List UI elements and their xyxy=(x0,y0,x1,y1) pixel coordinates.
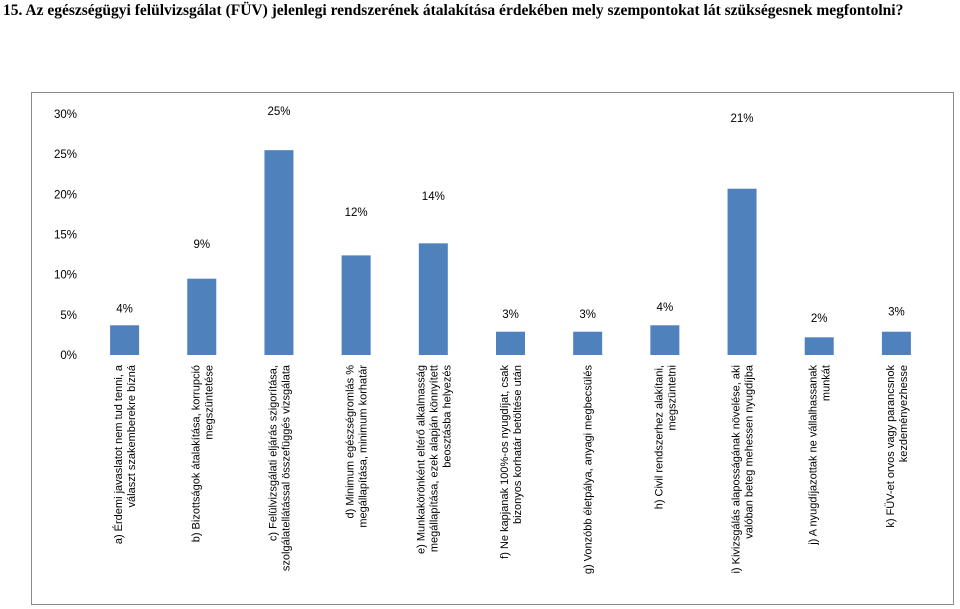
y-tick-label: 15% xyxy=(54,230,77,242)
category-label-line: a) Érdemi javaslatot nem tud tenni, a xyxy=(112,364,125,544)
y-axis: 0% 5% 10% 15% 20% 25% 30% xyxy=(54,109,77,362)
bar xyxy=(727,188,757,355)
category-label: j) A nyugdíjazottak ne vállalhassanak mun… xyxy=(808,365,833,546)
data-label: 25% xyxy=(267,106,290,118)
page-title: 15. Az egészségügyi felülvizsgálat (FÜV)… xyxy=(3,2,904,19)
category-label: b) Bizottságok átalakítása, korrupció meg… xyxy=(190,365,215,542)
data-label: 4% xyxy=(116,303,133,315)
bar xyxy=(264,150,294,355)
y-tick-label: 30% xyxy=(54,109,77,121)
bar xyxy=(650,325,680,355)
category-label-line: c) Felülvizsgálati eljárás szigorítása, xyxy=(267,365,279,541)
category-label-line: megállapítása, ezek alapján könnyített xyxy=(428,365,440,552)
y-tick-label: 20% xyxy=(54,189,77,201)
category-label: c) Felülvizsgálati eljárás szigorítása, s… xyxy=(267,364,292,571)
category-label-line: megállapítása, minimum korhatár xyxy=(358,365,370,528)
bar xyxy=(804,337,834,355)
category-label-line: d) Minimum egészségromlás % xyxy=(345,365,357,519)
data-label: 3% xyxy=(579,309,596,321)
data-label: 2% xyxy=(811,313,828,325)
category-label-line: e) Munkakörönként eltérő alkalmasság xyxy=(415,365,427,554)
chart-area: 0% 5% 10% 15% 20% 25% 30% 4% 9% 25% 12% 14% 3% 3% 4% 2… xyxy=(31,92,954,605)
data-labels: 4% 9% 25% 12% 14% 3% 3% 4% 21% 2% 3% xyxy=(116,106,904,325)
category-label-line: g) Vonzóbb életpálya, anyagi megbecsülés xyxy=(583,365,595,575)
category-labels: a) Érdemi javaslatot nem tud tenni, a vál… xyxy=(112,364,910,574)
bar xyxy=(418,243,448,355)
category-label: f) Ne kapjanak 100%-os nyugdíjat, csak bi… xyxy=(499,365,524,559)
category-label: a) Érdemi javaslatot nem tud tenni, a vál… xyxy=(112,364,138,544)
bar xyxy=(187,278,217,355)
category-label: e) Munkakörönként eltérő alkalmasság megá… xyxy=(415,365,453,554)
data-label: 3% xyxy=(888,307,905,319)
category-label: d) Minimum egészségromlás % megállapítása… xyxy=(345,365,370,528)
category-label: i) Kivizsgálás alaposságának növelése, a… xyxy=(731,364,756,573)
bars xyxy=(110,150,911,355)
y-tick-label: 25% xyxy=(54,149,77,161)
data-label: 21% xyxy=(731,113,754,125)
category-label-line: valóban beteg mehessen nyugdíjba xyxy=(744,364,756,539)
bar xyxy=(881,331,911,355)
bar xyxy=(496,331,525,355)
category-label-line: k) FÜV-et orvos vagy parancsnok xyxy=(885,365,897,528)
category-label-line: b) Bizottságok átalakítása, korrupció xyxy=(190,365,202,542)
data-label: 4% xyxy=(657,302,674,314)
bar-chart: 0% 5% 10% 15% 20% 25% 30% 4% 9% 25% 12% 14% 3% 3% 4% 2… xyxy=(54,106,911,574)
category-label-line: j) A nyugdíjazottak ne vállalhassanak xyxy=(808,365,820,546)
category-label-line: i) Kivizsgálás alaposságának növelése, a… xyxy=(731,365,743,574)
category-label: h) Civil rendszerhez alakítani, megszünte… xyxy=(653,365,678,509)
category-label-line: kezdeményezhesse xyxy=(898,365,910,462)
bar xyxy=(341,255,371,355)
data-label: 9% xyxy=(193,239,210,251)
category-label-line: választ szakemberekre bízná xyxy=(126,364,138,507)
category-label-line: h) Civil rendszerhez alakítani, xyxy=(653,365,665,509)
category-label-line: szolgálatellátással összefüggés vizsgála… xyxy=(280,364,292,571)
y-tick-label: 10% xyxy=(54,270,77,282)
category-label: k) FÜV-et orvos vagy parancsnok kezdemény… xyxy=(885,365,910,528)
y-tick-label: 5% xyxy=(60,310,77,322)
bar xyxy=(573,331,603,355)
category-label-line: bizonyos korhatár betöltése után xyxy=(512,365,524,524)
data-label: 3% xyxy=(502,309,519,321)
category-label-line: megszüntetése xyxy=(203,365,215,440)
category-label-line: munkát xyxy=(821,365,833,401)
category-label-line: f) Ne kapjanak 100%-os nyugdíjat, csak xyxy=(499,365,511,559)
bar xyxy=(110,325,140,355)
data-label: 14% xyxy=(422,191,445,203)
data-label: 12% xyxy=(345,207,368,219)
y-tick-label: 0% xyxy=(60,350,77,362)
category-label: g) Vonzóbb életpálya, anyagi megbecsülés xyxy=(583,365,595,575)
category-label-line: megszüntetni xyxy=(666,365,678,430)
category-label-line: beosztásba helyezés xyxy=(441,365,453,468)
